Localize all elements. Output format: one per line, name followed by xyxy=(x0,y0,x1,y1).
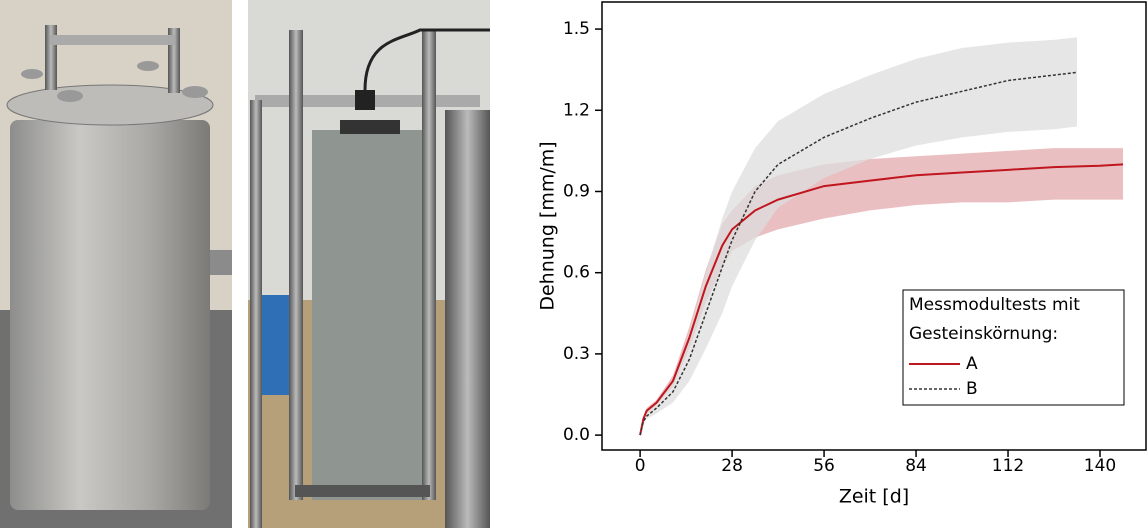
y-tick-label: 0.9 xyxy=(563,181,590,201)
x-axis-title: Zeit [d] xyxy=(839,486,909,508)
y-tick-label: 0.3 xyxy=(563,344,590,364)
x-tick-label: 140 xyxy=(1084,456,1116,476)
x-tick-label: 84 xyxy=(905,456,927,476)
y-tick-label: 1.2 xyxy=(563,100,590,120)
photo-cylinder xyxy=(0,0,232,528)
y-tick-label: 0.6 xyxy=(563,263,590,283)
plot: Zeit [d] Dehnung [mm/m] xyxy=(537,141,910,507)
x-tick-label: 28 xyxy=(721,456,743,476)
x-tick-label: 56 xyxy=(813,456,835,476)
legend-label: B xyxy=(966,379,978,399)
y-tick-label: 1.5 xyxy=(563,19,590,39)
confidence-band xyxy=(640,37,1078,436)
plot-frame xyxy=(601,1,1147,451)
x-tick-label: 0 xyxy=(635,456,646,476)
legend-title: Messmodultests mit xyxy=(909,295,1080,315)
legend-title: Gesteinskörnung: xyxy=(909,324,1058,344)
y-tick-label: 0.0 xyxy=(563,425,590,445)
legend-label: A xyxy=(966,354,978,374)
y-axis-title: Dehnung [mm/m] xyxy=(537,141,559,310)
x-tick-label: 112 xyxy=(992,456,1024,476)
line xyxy=(639,71,1078,436)
photo-test-rig xyxy=(248,0,490,528)
legend-box xyxy=(902,289,1125,406)
line xyxy=(639,163,1124,436)
